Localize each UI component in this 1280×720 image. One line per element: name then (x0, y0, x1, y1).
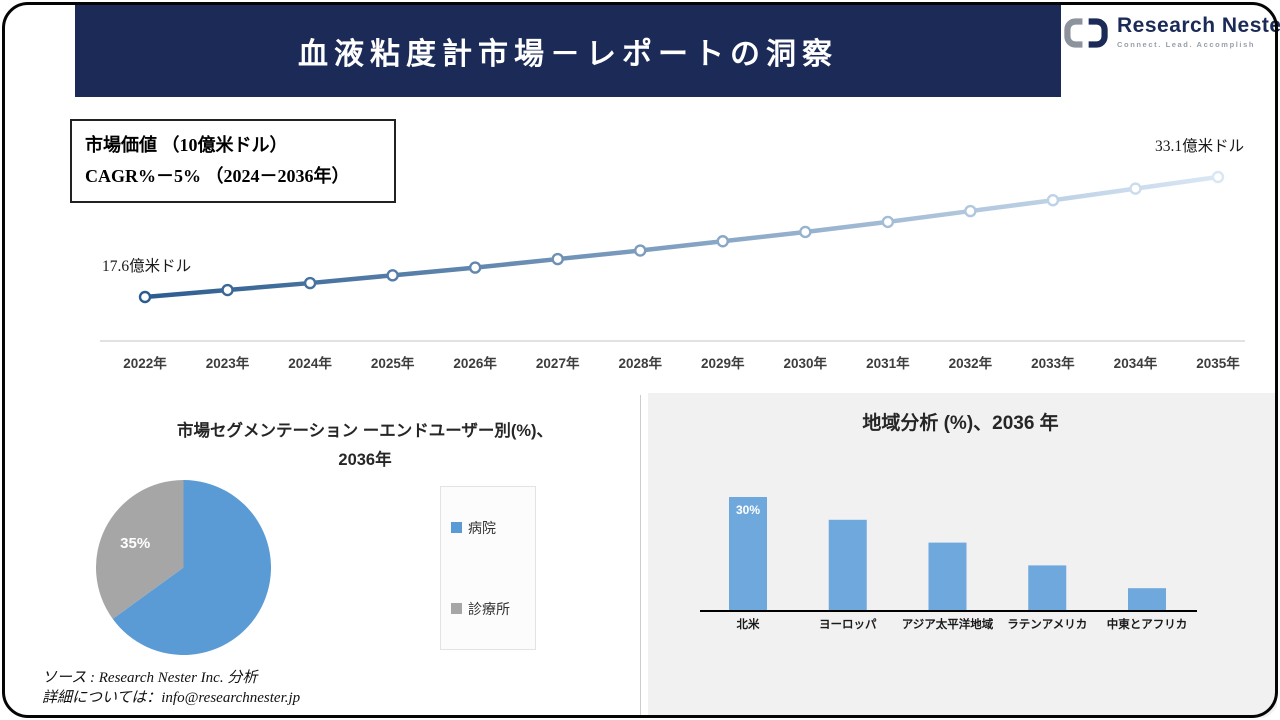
bar-4 (1128, 588, 1166, 611)
legend-swatch (451, 603, 462, 614)
legend-item-1: 診療所 (451, 599, 535, 619)
header-banner: 血液粘度計市場－レポートの洞察 (75, 5, 1061, 97)
footer: ソース : Research Nester Inc. 分析 詳細については：in… (42, 669, 300, 708)
bar-1 (828, 519, 867, 611)
legend-label: 病院 (468, 519, 496, 536)
pie-data-label: 35% (120, 535, 150, 552)
bar-3 (1028, 565, 1067, 611)
x-axis-label: 2023年 (205, 356, 250, 371)
x-axis-label: 2034年 (1113, 356, 1158, 371)
brand-logo: Research Nester Connect. Lead. Accomplis… (1063, 14, 1280, 49)
bar-category-label: 北米 (737, 617, 760, 631)
market-value-label: 市場価値 （10億米ドル） (85, 135, 288, 155)
line-chart-svg (100, 170, 1245, 342)
cagr-label: CAGR%－5% （2024－2036年） (85, 166, 350, 186)
x-axis-label: 2033年 (1031, 356, 1075, 371)
data-point (799, 225, 812, 239)
bar-category-label: 中東とアフリカ (1107, 617, 1188, 631)
data-point (1046, 194, 1060, 207)
brand-tagline: Connect. Lead. Accomplish (1117, 40, 1256, 49)
bar-chart-title: 地域分析 (%)、2036 年 (862, 413, 1059, 434)
contact-note: 詳細については：info@researchnester.jp (42, 689, 301, 706)
legend-label: 診療所 (468, 600, 510, 617)
bar-2 (928, 542, 967, 611)
pie-chart-title: 市場セグメンテーション ーエンドユーザー別(%)、 2036年 (105, 417, 625, 475)
line-end-value-label: 33.1億米ドル (1155, 138, 1245, 155)
pie-slice-0 (112, 480, 271, 655)
brand-text: Research Nester Connect. Lead. Accomplis… (1117, 14, 1280, 49)
x-axis-label: 2028年 (618, 356, 662, 371)
data-point (1129, 182, 1142, 195)
brand-name: Research Nester (1117, 14, 1280, 37)
pie-chart-title-line2: 2036年 (338, 451, 392, 469)
bar-0 (729, 497, 767, 611)
page-title: 血液粘度計市場－レポートの洞察 (298, 38, 838, 71)
data-point (303, 276, 317, 290)
bar-category-label: ラテンアメリカ (1007, 618, 1087, 631)
bar-category-label: ヨーロッパ (819, 618, 877, 631)
data-point (716, 235, 729, 248)
line-start-value-label: 17.6億米ドル (102, 258, 192, 275)
data-point (964, 204, 977, 218)
legend-swatch (451, 522, 462, 533)
market-value-box: 市場価値 （10億米ドル） CAGR%－5% （2024－2036年） (70, 119, 396, 203)
data-point (634, 244, 647, 257)
legend-item-0: 病院 (451, 518, 535, 538)
bar-chart-svg: 北米 ヨーロッパ アジア太平洋地域 ラテンアメリカ 中東とアフリカ 30% (700, 497, 1197, 631)
data-point (468, 261, 482, 274)
x-axis-labels: 2022年 2023年 2024年 2025年 2026年 2027年 2028年 2029年… (100, 352, 1250, 374)
section-divider (640, 395, 641, 717)
pie-legend: 病院 診療所 (440, 486, 536, 650)
data-point (221, 283, 234, 297)
bar-data-label: 30% (736, 503, 760, 517)
data-point (386, 269, 399, 282)
x-axis-label: 2032年 (948, 356, 993, 371)
data-point (1211, 170, 1225, 184)
trend-line (142, 174, 1221, 300)
brand-logo-icon (1064, 18, 1108, 48)
bar-category-label: アジア太平洋地域 (902, 617, 994, 631)
source-note: ソース : Research Nester Inc. 分析 (42, 670, 258, 686)
x-axis-label: 2022年 (123, 356, 167, 371)
x-axis-label: 2026年 (453, 356, 497, 371)
x-axis-label: 2025年 (370, 356, 415, 371)
x-axis-label: 2029年 (700, 356, 745, 371)
pie-chart-svg: 35% (96, 480, 271, 655)
pie-chart-title-line1: 市場セグメンテーション ーエンドユーザー別(%)、 (176, 422, 554, 440)
x-axis-label: 2030年 (783, 356, 828, 371)
x-axis-label: 2031年 (866, 356, 910, 371)
data-point (881, 215, 895, 229)
data-point (551, 252, 564, 266)
data-point (138, 290, 152, 304)
x-axis-label: 2024年 (288, 356, 332, 371)
x-axis-label: 2035年 (1196, 356, 1240, 371)
x-axis-label: 2027年 (535, 356, 580, 371)
pie-slice-1 (96, 480, 184, 619)
